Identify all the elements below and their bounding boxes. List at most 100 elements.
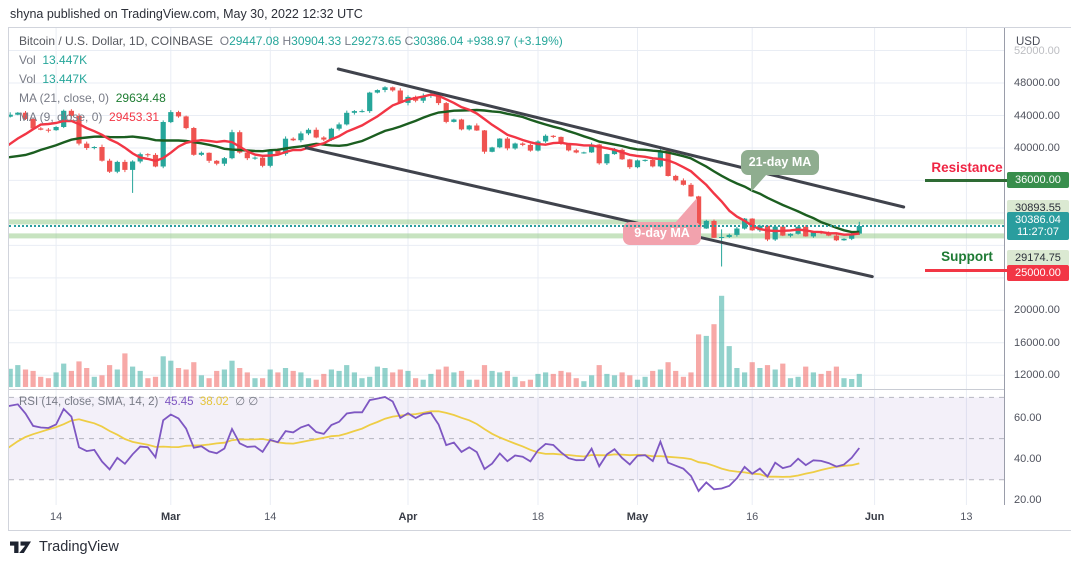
candle-body xyxy=(84,143,90,148)
volume-bar xyxy=(543,372,549,387)
volume-bar xyxy=(313,379,319,387)
volume-bar xyxy=(849,379,855,387)
rsi-band-values: ∅ ∅ xyxy=(235,396,259,408)
candle-body xyxy=(627,159,633,168)
candle-body xyxy=(849,233,855,239)
ma21-row[interactable]: MA (21, close, 0) 29634.48 xyxy=(19,89,563,108)
volume-bar xyxy=(474,379,480,387)
volume-bar xyxy=(30,370,36,387)
vol-label: Vol xyxy=(19,53,36,67)
price-axis[interactable]: USD 52000.00 48000.00 44000.00 40000.00 2000… xyxy=(1005,28,1072,506)
rsi-legend[interactable]: RSI (14, close, SMA, 14, 2) 45.45 38.02 … xyxy=(19,394,258,408)
candle-body xyxy=(175,112,182,117)
pane-separator[interactable] xyxy=(9,389,1072,390)
volume-bar xyxy=(237,368,243,387)
volume-bar xyxy=(84,368,90,387)
volume-bar xyxy=(795,376,801,387)
ma21-callout-bubble[interactable]: 21-day MA xyxy=(741,150,819,192)
candle-body xyxy=(604,154,610,164)
volume-bar xyxy=(344,365,350,387)
volume-bar xyxy=(229,360,235,387)
candle-body xyxy=(53,127,59,131)
volume-bar xyxy=(214,370,220,387)
time-tick: 14 xyxy=(264,511,277,523)
support-line[interactable] xyxy=(925,269,1007,272)
volume-bar xyxy=(137,370,143,387)
candle-body xyxy=(38,128,44,130)
candle-body xyxy=(244,152,250,159)
candle-body xyxy=(9,114,13,117)
volume-bar xyxy=(428,373,434,387)
ma9-callout-bubble[interactable]: 9-day MA xyxy=(623,198,701,245)
tradingview-logo[interactable]: TradingView xyxy=(10,539,119,555)
volume-bar xyxy=(504,370,510,387)
volume-row[interactable]: Vol 13.447K xyxy=(19,70,563,89)
ohlc-key: O xyxy=(219,34,230,48)
ohlc-values: O29447.08 H30904.33 L29273.65 C30386.04 xyxy=(220,34,467,48)
candle-body xyxy=(305,129,312,134)
ohlc-value: 30904.33 xyxy=(291,34,345,48)
candle-body xyxy=(749,218,755,231)
volume-bar xyxy=(15,365,21,387)
volume-bar xyxy=(443,366,449,387)
resistance-line[interactable] xyxy=(925,179,1007,182)
volume-bar xyxy=(160,356,166,387)
volume-bar xyxy=(145,378,151,387)
ma9-row[interactable]: MA (9, close, 0) 29453.31 xyxy=(19,108,563,127)
candle-body xyxy=(489,147,495,152)
volume-bar xyxy=(803,366,809,387)
chart-frame: Bitcoin / U.S. Dollar, 1D, COINBASE O294… xyxy=(8,27,1072,531)
volume-bar xyxy=(749,362,755,387)
rsi-pane-canvas[interactable] xyxy=(9,390,1004,505)
volume-row[interactable]: Vol 13.447K xyxy=(19,51,563,70)
volume-bar xyxy=(657,369,663,387)
candle-body xyxy=(382,87,388,90)
candle-body xyxy=(504,138,510,149)
rsi-tick: 60.00 xyxy=(1014,412,1042,424)
rsi-sma-line xyxy=(9,410,860,478)
price-zone-band xyxy=(9,233,1004,239)
candle-body xyxy=(466,125,472,130)
volume-bar xyxy=(642,376,648,387)
candle-body xyxy=(634,160,641,168)
time-tick: Mar xyxy=(161,511,181,523)
volume-bar xyxy=(634,379,641,387)
publish-watermark: shyna published on TradingView.com, May … xyxy=(10,7,363,21)
volume-bar xyxy=(91,376,97,387)
candle-body xyxy=(351,111,357,113)
price-tick: 44000.00 xyxy=(1014,109,1060,122)
volume-bar xyxy=(558,370,564,387)
volume-bar xyxy=(604,373,610,387)
volume-bar xyxy=(627,375,633,387)
candle-body xyxy=(833,235,839,241)
volume-bar xyxy=(175,368,182,387)
volume-bar xyxy=(413,378,419,387)
volume-bar xyxy=(497,372,503,387)
candle-body xyxy=(719,237,725,238)
resistance-label: Resistance xyxy=(931,160,1003,175)
candle-body xyxy=(237,132,243,153)
symbol-row[interactable]: Bitcoin / U.S. Dollar, 1D, COINBASE O294… xyxy=(19,32,563,51)
volume-bar xyxy=(122,353,128,387)
candle-body xyxy=(451,119,457,122)
price-pane-canvas[interactable] xyxy=(9,28,1004,389)
tradingview-logo-text: TradingView xyxy=(39,539,119,555)
candle-body xyxy=(229,132,235,159)
volume-bar xyxy=(520,381,526,387)
time-axis[interactable]: 14 Mar 14 Apr 18 May 16 Jun 13 xyxy=(9,505,1072,530)
volume-bar xyxy=(673,370,679,387)
volume-bar xyxy=(53,372,59,387)
candle-body xyxy=(367,92,373,112)
last-price-badge: 30386.04 11:27:07 xyxy=(1007,212,1069,240)
volume-bar xyxy=(726,346,732,387)
candle-body xyxy=(581,152,587,154)
candle-body xyxy=(198,152,204,155)
candle-body xyxy=(168,112,174,123)
volume-bar xyxy=(420,379,426,387)
volume-bar xyxy=(282,368,289,387)
candle-body xyxy=(458,119,465,130)
price-level-badge: 25000.00 xyxy=(1007,265,1069,281)
volume-bar xyxy=(22,369,29,387)
price-tick: 20000.00 xyxy=(1014,304,1060,317)
volume-bar xyxy=(260,378,266,387)
